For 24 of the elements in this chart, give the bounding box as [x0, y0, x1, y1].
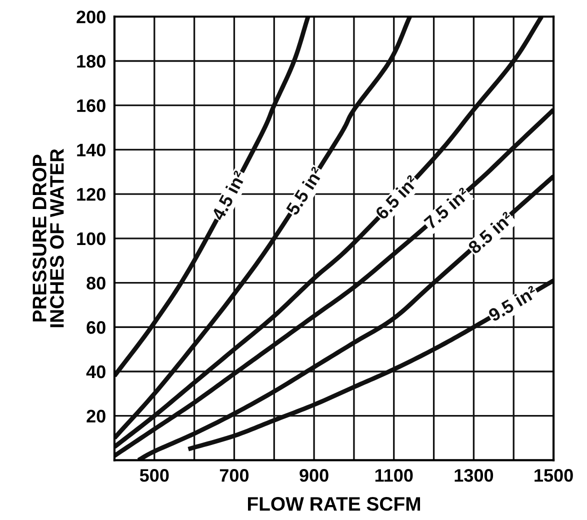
y-tick-label: 160: [77, 99, 106, 112]
x-axis-title: FLOW RATE SCFM: [248, 496, 420, 511]
y-tick-label: 180: [77, 54, 106, 68]
annotation: 6.5 in²: [374, 174, 420, 220]
x-tick-label: 500: [140, 469, 169, 482]
annotation: 8.5 in²: [467, 210, 514, 255]
y-axis-title: PRESSURE DROP INCHES OF WATER: [32, 148, 64, 328]
x-tick-label: 1100: [375, 469, 413, 482]
y-tick-label: 100: [77, 232, 106, 246]
y-tick-label: 80: [86, 276, 106, 290]
annotation: 4.5 in²: [210, 170, 247, 222]
x-tick-label: 1300: [454, 469, 494, 482]
annotation: 7.5 in²: [424, 186, 466, 230]
x-tick-label: 900: [300, 469, 328, 482]
y-tick-label: 60: [86, 321, 106, 334]
annotation: 5.5 in²: [285, 166, 324, 216]
y-tick-label: 200: [76, 10, 106, 24]
y-tick-label: 40: [86, 365, 106, 378]
y-tick-label: 20: [86, 410, 106, 423]
x-tick-label: 700: [220, 469, 249, 482]
annotation: 9.5 in²: [487, 284, 538, 322]
y-tick-label: 140: [77, 144, 106, 156]
y-tick-label: 120: [77, 188, 106, 201]
x-tick-label: 1500: [534, 469, 573, 482]
